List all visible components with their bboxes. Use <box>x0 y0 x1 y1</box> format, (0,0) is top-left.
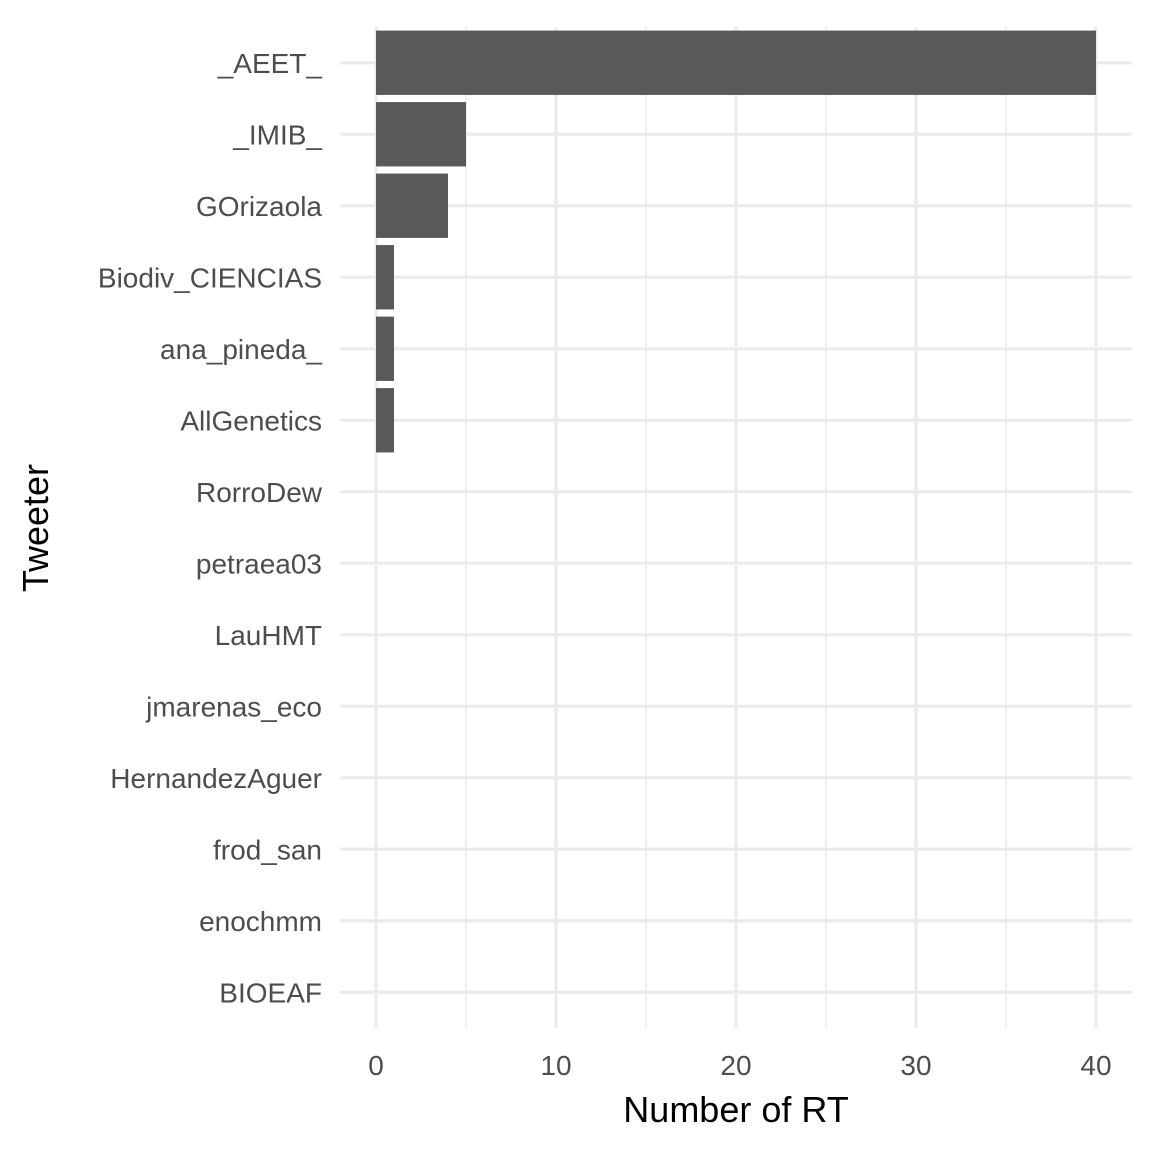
bar <box>376 388 394 453</box>
y-tick-label: Biodiv_CIENCIAS <box>98 262 322 293</box>
bar <box>376 245 394 310</box>
y-tick-label: frod_san <box>213 834 322 865</box>
y-tick-label: BIOEAF <box>219 977 322 1008</box>
x-tick-label: 10 <box>540 1050 571 1081</box>
y-axis-title: Tweeter <box>15 464 56 592</box>
y-tick-label: _IMIB_ <box>232 119 322 150</box>
bar <box>376 30 1096 95</box>
y-tick-label: GOrizaola <box>196 191 322 222</box>
y-tick-label: _AEET_ <box>217 48 323 79</box>
x-tick-labels: 0 10 20 30 40 <box>368 1050 1111 1081</box>
y-tick-label: LauHMT <box>215 620 322 651</box>
y-tick-labels: _AEET_ _IMIB_ GOrizaola Biodiv_CIENCIAS ana_… <box>98 48 323 1009</box>
y-tick-label: RorroDew <box>196 477 323 508</box>
y-tick-label: AllGenetics <box>180 405 322 436</box>
minor-gridlines <box>465 27 1007 1028</box>
x-axis-title: Number of RT <box>623 1089 848 1130</box>
x-tick-label: 30 <box>900 1050 931 1081</box>
x-tick-label: 40 <box>1080 1050 1111 1081</box>
bar <box>376 316 394 381</box>
bar <box>376 102 466 167</box>
y-tick-label: jmarenas_eco <box>145 691 322 722</box>
bar <box>376 173 448 238</box>
x-tick-label: 20 <box>720 1050 751 1081</box>
y-tick-label: petraea03 <box>196 548 322 579</box>
bars <box>376 30 1096 453</box>
y-tick-label: enochmm <box>199 906 322 937</box>
y-tick-label: ana_pineda_ <box>160 334 322 365</box>
major-gridlines <box>340 27 1132 1028</box>
y-tick-label: HernandezAguer <box>110 763 322 794</box>
x-tick-label: 0 <box>368 1050 384 1081</box>
